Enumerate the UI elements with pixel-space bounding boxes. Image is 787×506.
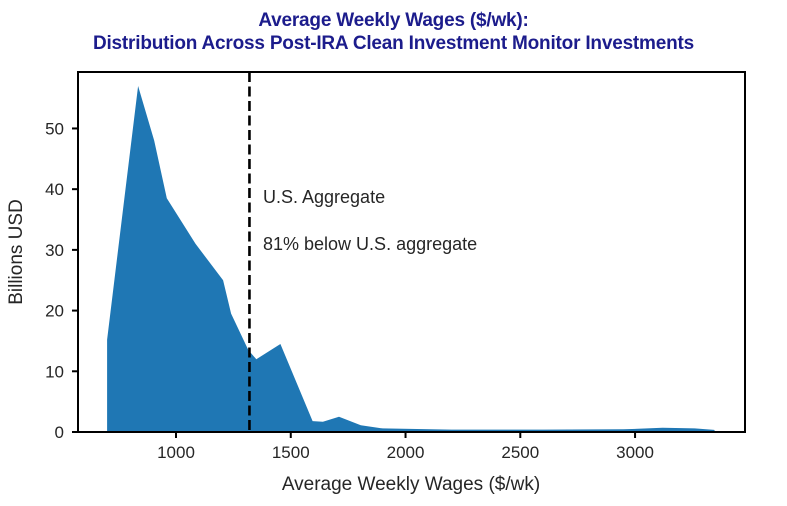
annotation-81-below-aggregate: 81% below U.S. aggregate <box>263 234 477 254</box>
y-tick-label: 0 <box>55 423 64 442</box>
chart-title-line2: Distribution Across Post-IRA Clean Inves… <box>92 33 695 54</box>
chart-title: Average Weekly Wages ($/wk): Distributio… <box>0 9 787 55</box>
x-tick-label: 1000 <box>157 443 195 462</box>
chart-title-line1: Average Weekly Wages ($/wk): <box>258 10 529 31</box>
x-tick-label: 1500 <box>272 443 310 462</box>
x-axis-label: Average Weekly Wages ($/wk) <box>282 474 540 495</box>
plot-area: 1000 1500 2000 2500 3000 0 10 20 30 40 50 <box>45 71 746 462</box>
plot-frame <box>77 71 746 433</box>
x-tick-label: 2000 <box>387 443 425 462</box>
x-tick-label: 3000 <box>616 443 654 462</box>
annotation-us-aggregate: U.S. Aggregate <box>263 187 385 207</box>
y-tick-label: 30 <box>45 241 64 260</box>
y-tick-label: 40 <box>45 180 64 199</box>
x-tick-label: 2500 <box>501 443 539 462</box>
y-axis-label: Billions USD <box>6 199 27 305</box>
y-tick-label: 20 <box>45 302 64 321</box>
distribution-area <box>107 86 716 432</box>
y-tick-label: 10 <box>45 362 64 381</box>
y-tick-label: 50 <box>45 119 64 138</box>
